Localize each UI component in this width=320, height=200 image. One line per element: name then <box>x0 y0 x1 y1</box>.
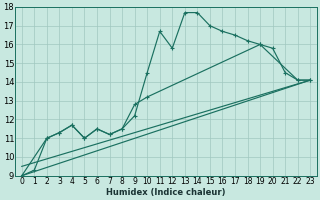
X-axis label: Humidex (Indice chaleur): Humidex (Indice chaleur) <box>106 188 226 197</box>
